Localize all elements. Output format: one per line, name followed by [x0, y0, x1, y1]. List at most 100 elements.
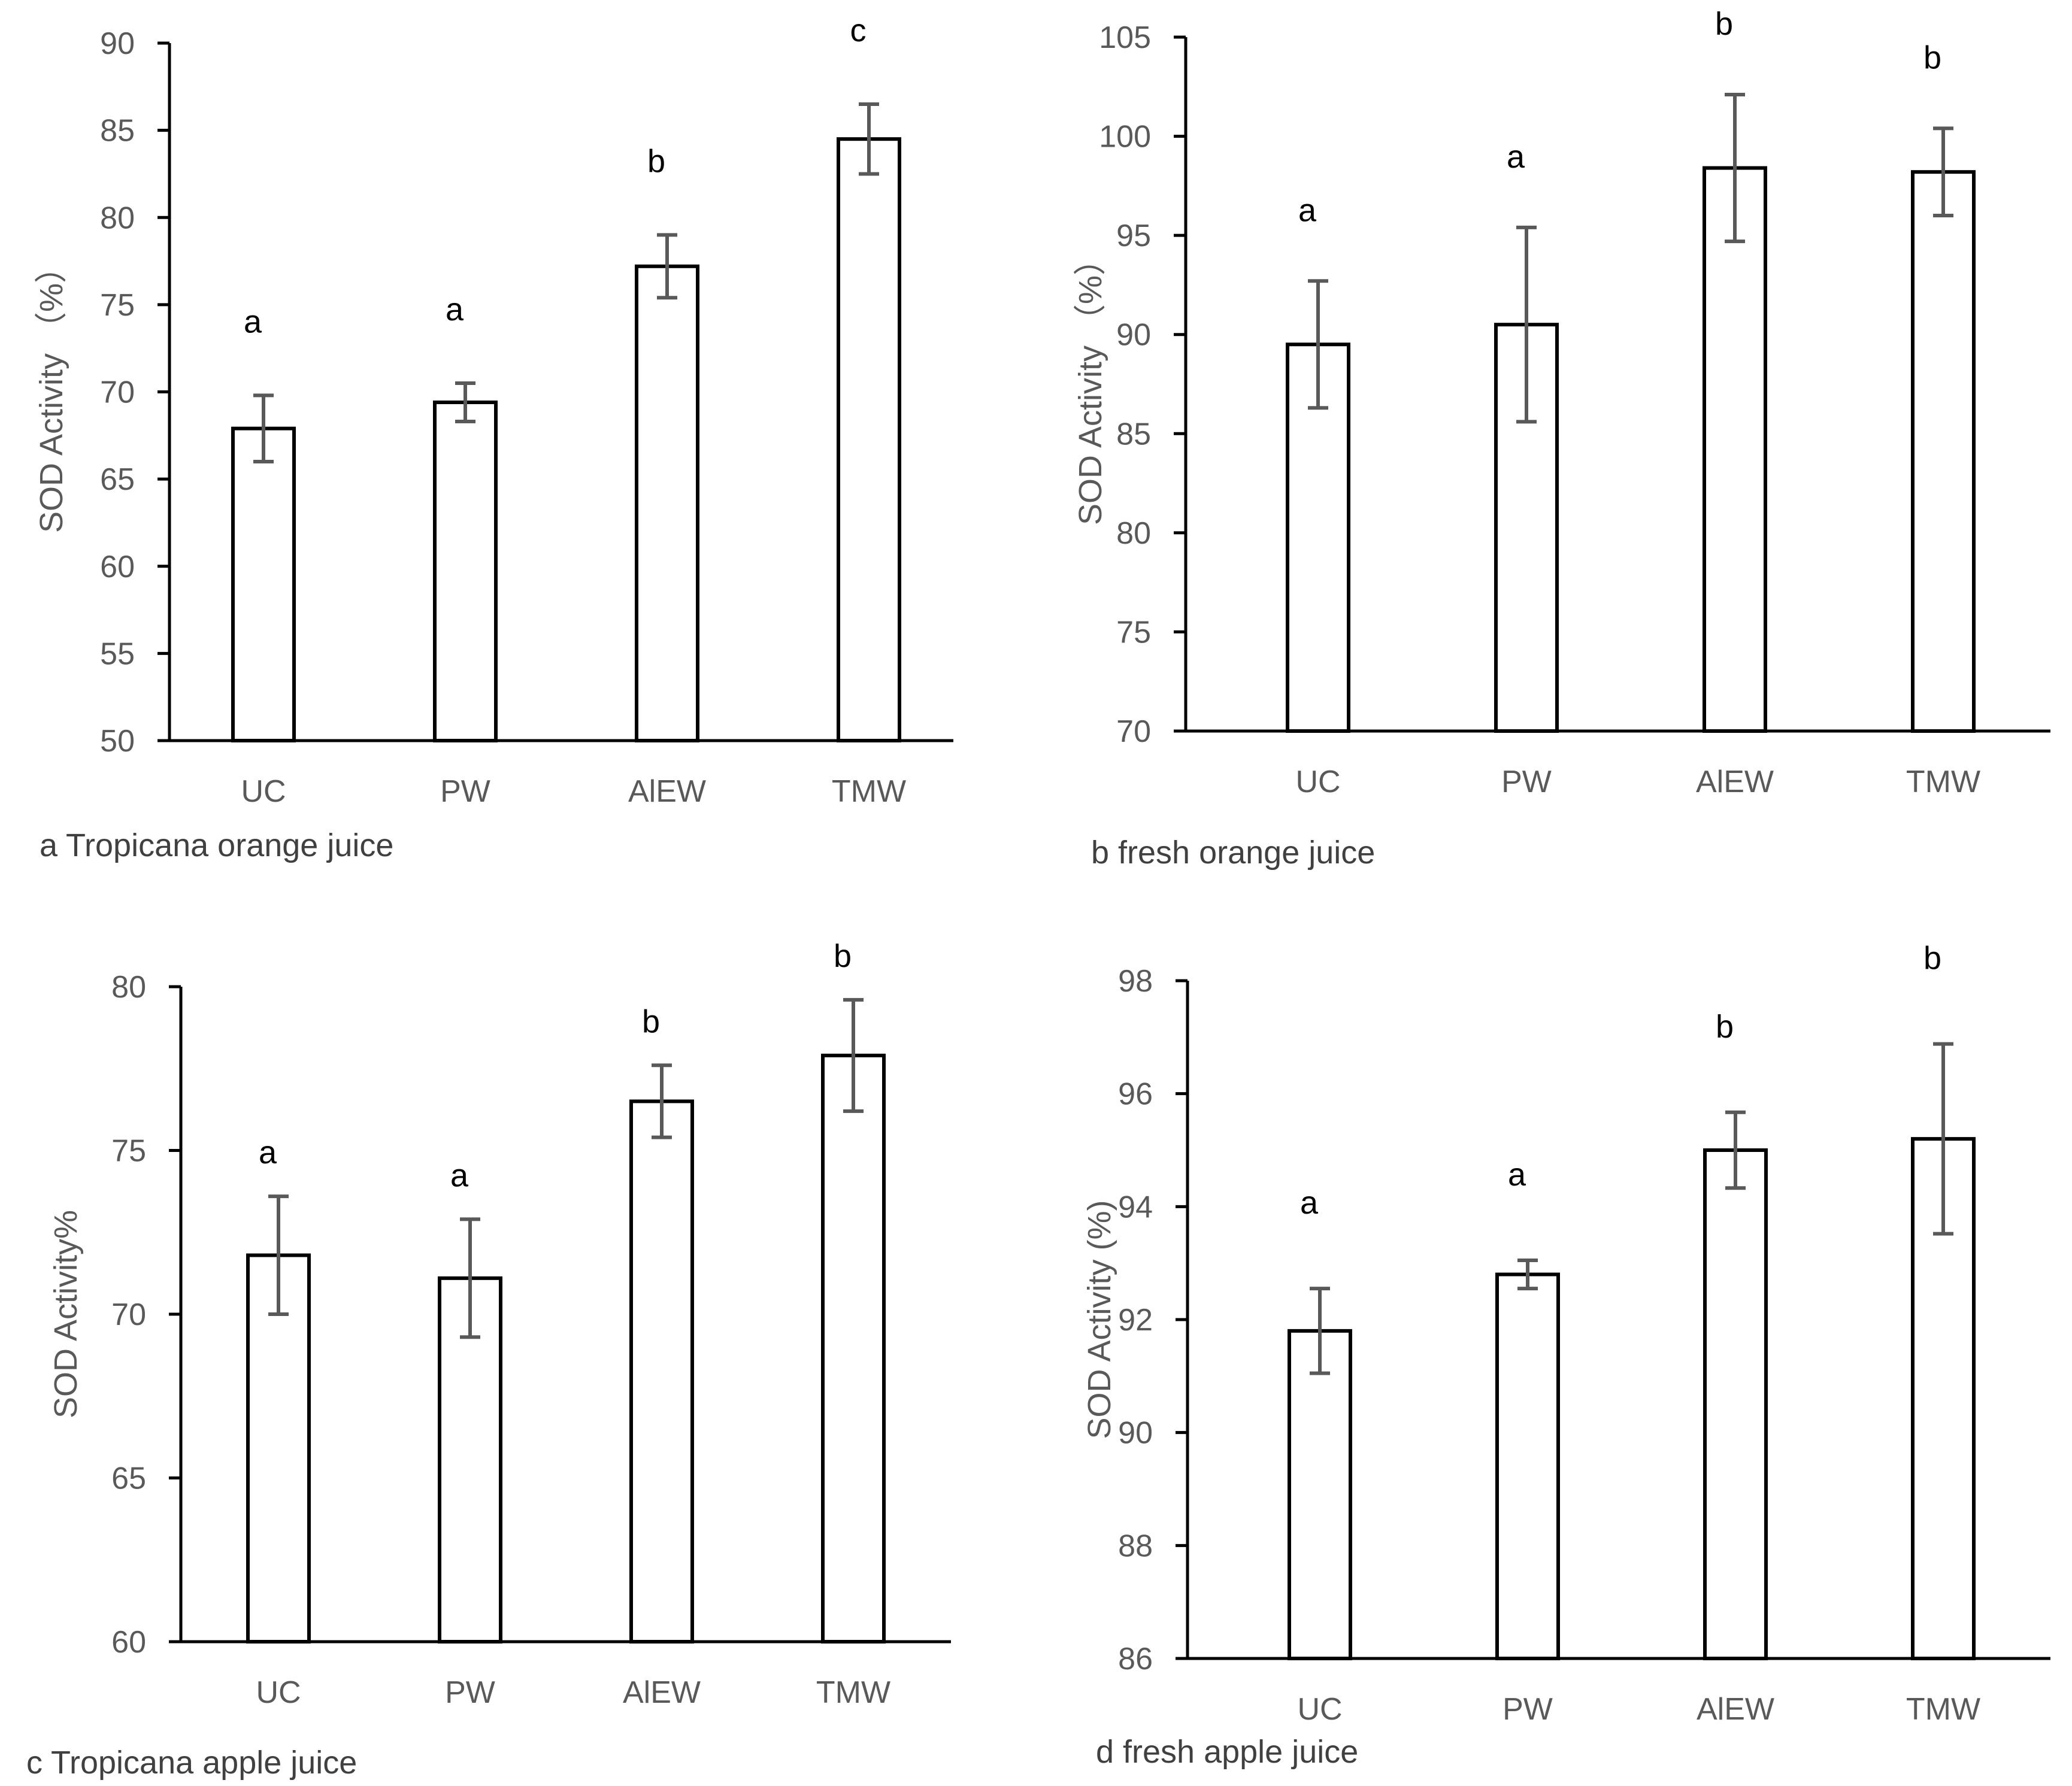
bar	[433, 400, 498, 742]
error-bar	[1933, 1042, 1953, 1236]
y-tick-label: 70	[111, 1297, 146, 1332]
y-axis-title: SOD Activity （%）	[34, 251, 69, 533]
x-tick-label: AlEW	[1696, 765, 1774, 799]
error-bar	[1516, 225, 1537, 424]
x-tick-label: UC	[241, 774, 286, 809]
bar	[635, 264, 699, 742]
y-tick-label: 80	[100, 201, 135, 235]
significance-label: b	[1715, 6, 1733, 42]
error-bar	[253, 393, 274, 463]
significance-label: a	[1300, 1185, 1319, 1221]
bar	[1703, 166, 1767, 733]
y-axis-title: SOD Activity (%)	[1082, 1200, 1117, 1439]
significance-label: a	[446, 292, 464, 328]
y-tick-label: 100	[1099, 120, 1151, 154]
x-tick-label: TMW	[1906, 1692, 1980, 1727]
significance-label: b	[834, 938, 852, 974]
bar	[246, 1253, 311, 1644]
x-tick-label: UC	[1297, 1692, 1342, 1727]
y-tick-label: 96	[1118, 1077, 1153, 1112]
error-bar	[1310, 1287, 1330, 1375]
y-tick-label: 60	[111, 1625, 146, 1660]
bar	[1288, 1329, 1352, 1661]
error-bar	[460, 1217, 480, 1339]
error-bar	[1725, 1110, 1746, 1190]
y-tick-label: 105	[1099, 20, 1151, 55]
y-tick-label: 98	[1118, 964, 1153, 999]
x-tick-label: PW	[445, 1675, 495, 1710]
panel-c: 60 65 70 75 80 a UC a PW b AlEW b TMW SOD Activity% c …	[26, 938, 951, 1781]
y-axis-title: SOD Activity （%）	[1073, 243, 1108, 525]
panel-caption: a Tropicana orange juice	[40, 827, 393, 863]
panel-caption: d fresh apple juice	[1096, 1734, 1358, 1770]
x-tick-label: PW	[1502, 1692, 1553, 1727]
bar	[231, 426, 296, 742]
y-tick-label: 80	[1116, 516, 1151, 551]
y-tick-label: 60	[100, 550, 135, 584]
y-tick-label: 90	[1118, 1416, 1153, 1451]
significance-label: b	[1923, 941, 1941, 977]
y-tick-label: 70	[1116, 714, 1151, 749]
x-tick-label: UC	[1295, 765, 1340, 799]
y-tick-label: 88	[1118, 1529, 1153, 1563]
y-tick-label: 65	[111, 1461, 146, 1496]
bar	[1703, 1148, 1768, 1660]
y-tick-label: 75	[100, 288, 135, 323]
y-tick-label: 94	[1118, 1190, 1153, 1224]
error-bar	[1308, 279, 1328, 410]
significance-label: b	[647, 143, 665, 179]
significance-label: a	[244, 304, 262, 339]
panel-caption: c Tropicana apple juice	[26, 1745, 357, 1781]
y-tick-label: 95	[1116, 219, 1151, 253]
significance-label: b	[1923, 40, 1941, 75]
significance-label: a	[1508, 1157, 1526, 1193]
y-tick-label: 65	[100, 462, 135, 497]
y-tick-label: 85	[1116, 417, 1151, 451]
significance-label: b	[642, 1003, 660, 1039]
bar	[629, 1099, 694, 1644]
y-tick-label: 75	[1116, 615, 1151, 650]
error-bar	[1933, 126, 1953, 218]
significance-label: a	[1298, 192, 1317, 228]
error-bar	[843, 997, 864, 1113]
y-tick-label: 92	[1118, 1303, 1153, 1338]
significance-label: b	[1716, 1009, 1734, 1045]
y-tick-label: 90	[1116, 318, 1151, 353]
error-bar	[657, 233, 677, 300]
significance-label: a	[1507, 139, 1525, 175]
error-bar	[1725, 93, 1745, 244]
y-tick-label: 90	[100, 26, 135, 61]
x-tick-label: TMW	[1906, 765, 1980, 799]
bar	[1911, 170, 1976, 733]
x-tick-label: AlEW	[1697, 1692, 1774, 1727]
y-tick-label: 86	[1118, 1642, 1153, 1676]
x-tick-label: TMW	[832, 774, 906, 809]
error-bar	[652, 1063, 672, 1139]
bar	[1286, 342, 1350, 733]
y-axis-title: SOD Activity%	[48, 1210, 84, 1418]
significance-label: a	[450, 1157, 469, 1193]
x-tick-label: TMW	[816, 1675, 890, 1710]
panel-caption: b fresh orange juice	[1091, 835, 1375, 871]
y-tick-label: 55	[100, 636, 135, 671]
bar	[1494, 323, 1559, 733]
bar	[821, 1053, 886, 1644]
y-tick-label: 85	[100, 114, 135, 148]
bar	[1495, 1272, 1560, 1661]
y-tick-label: 80	[111, 970, 146, 1005]
error-bar	[455, 381, 475, 424]
error-bar	[859, 102, 879, 176]
y-tick-label: 70	[100, 375, 135, 410]
x-tick-label: AlEW	[628, 774, 706, 809]
panel-b: 70 75 80 85 90 95 100 105 a UC a PW b AlEW b TMW SOD Act…	[1073, 6, 2050, 871]
error-bar	[1517, 1258, 1538, 1291]
x-tick-label: PW	[1501, 765, 1552, 799]
error-bar	[268, 1194, 289, 1316]
bar	[837, 137, 901, 742]
significance-label: c	[850, 13, 867, 48]
x-tick-label: PW	[440, 774, 490, 809]
significance-label: a	[259, 1135, 277, 1171]
x-tick-label: AlEW	[623, 1675, 701, 1710]
panel-a: 50 55 60 65 70 75 80 85 90 a UC a PW b AlEW c TMW SOD Act…	[34, 13, 953, 863]
